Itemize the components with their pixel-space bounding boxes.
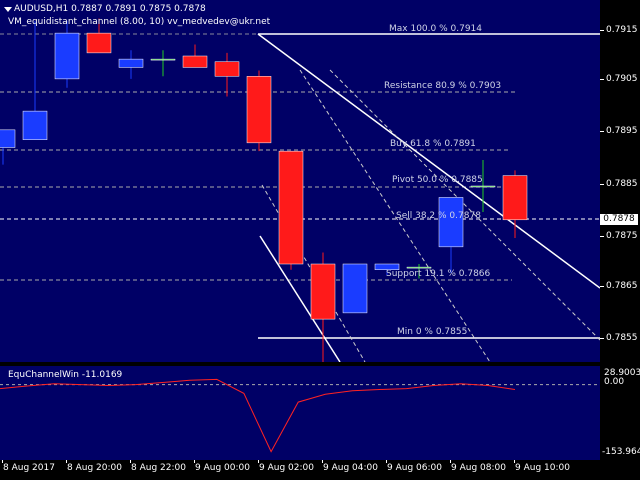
price-tick-label: 0.7875 (606, 231, 638, 241)
candle-body (54, 32, 80, 80)
time-label: 8 Aug 22:00 (131, 463, 186, 473)
indicator-scale-zero: 0.00 (604, 377, 625, 387)
price-tick (600, 236, 604, 237)
candle-body (22, 110, 48, 140)
indicator-series-line (0, 378, 516, 453)
channel-line (329, 69, 600, 341)
time-label: 9 Aug 10:00 (515, 463, 570, 473)
level-label-sell: Sell 38.2 % 0.7878 (396, 211, 481, 221)
indicator-scale-max: 28.9003 (604, 368, 640, 378)
level-label-buy: Buy 61.8 % 0.7891 (390, 139, 476, 149)
time-tick (130, 460, 131, 463)
time-tick (194, 460, 195, 463)
time-tick (450, 460, 451, 463)
time-axis[interactable]: 8 Aug 2017 8 Aug 20:00 8 Aug 22:00 9 Aug… (0, 460, 640, 480)
candle-body (470, 185, 496, 188)
indicator-canvas (0, 378, 600, 453)
price-tick-label: 0.7865 (606, 281, 638, 291)
time-label: 8 Aug 20:00 (67, 463, 122, 473)
channel-line (261, 184, 366, 362)
time-label: 9 Aug 08:00 (451, 463, 506, 473)
price-scale[interactable]: 0.7915 0.7905 0.7895 0.7885 0.7875 0.786… (600, 0, 640, 362)
level-label-min: Min 0 % 0.7855 (397, 327, 468, 337)
price-tick-label: 0.7855 (606, 333, 638, 343)
candle-body (406, 266, 432, 269)
price-tick (600, 286, 604, 287)
price-tick (600, 131, 604, 132)
candle-body (150, 58, 176, 61)
price-tick (600, 338, 604, 339)
candle-body (118, 58, 144, 68)
time-tick (258, 460, 259, 463)
level-label-pivot: Pivot 50.0 % 0.7885 (392, 175, 483, 185)
indicator-scale-min: -153.9644 (602, 447, 640, 457)
price-tick-label: 0.7885 (606, 179, 638, 189)
time-label: 9 Aug 00:00 (195, 463, 250, 473)
indicator-window[interactable]: EquChannelWin -11.0169 (0, 366, 600, 460)
candle-body (438, 197, 464, 248)
candle-body (0, 129, 16, 148)
price-tick-label: 0.7895 (606, 126, 638, 136)
price-tick-label: 0.7915 (606, 25, 638, 35)
price-tick (600, 79, 604, 80)
candle-body (214, 61, 240, 77)
level-label-max: Max 100.0 % 0.7914 (389, 24, 482, 34)
price-tick-label: 0.7905 (606, 74, 638, 84)
time-tick (2, 460, 3, 463)
time-label: 9 Aug 04:00 (323, 463, 378, 473)
candle-body (374, 263, 400, 270)
price-chart-area[interactable]: AUDUSD,H1 0.7887 0.7891 0.7875 0.7878 VM… (0, 0, 600, 362)
time-tick (322, 460, 323, 463)
candle-body (86, 32, 112, 54)
candle-body (182, 55, 208, 68)
channel-line (299, 69, 491, 362)
time-label: 8 Aug 2017 (3, 463, 55, 473)
current-price-marker: 0.7878 (600, 214, 638, 225)
candle-body (502, 175, 528, 221)
chart-menu-arrow-icon[interactable] (4, 7, 12, 12)
channel-line (257, 33, 600, 289)
level-label-resistance: Resistance 80.9 % 0.7903 (384, 81, 502, 91)
price-tick (600, 30, 604, 31)
indicator-scale: 28.9003 0.00 -153.9644 (600, 366, 640, 460)
candle-body (246, 76, 272, 144)
time-label: 9 Aug 02:00 (259, 463, 314, 473)
candle-body (342, 263, 368, 314)
symbol-header: AUDUSD,H1 0.7887 0.7891 0.7875 0.7878 (14, 4, 206, 14)
price-chart-canvas (0, 18, 600, 362)
candle-body (310, 263, 336, 320)
channel-line (259, 235, 341, 362)
candle-body (278, 150, 304, 265)
level-label-support: Support 19.1 % 0.7866 (386, 269, 491, 279)
price-tick (600, 184, 604, 185)
time-tick (386, 460, 387, 463)
time-tick (66, 460, 67, 463)
time-label: 9 Aug 06:00 (387, 463, 442, 473)
indicator-window-title: EquChannelWin -11.0169 (8, 370, 123, 380)
indicator-header: VM_equidistant_channel (8.00, 10) vv_med… (8, 17, 271, 27)
time-tick (514, 460, 515, 463)
